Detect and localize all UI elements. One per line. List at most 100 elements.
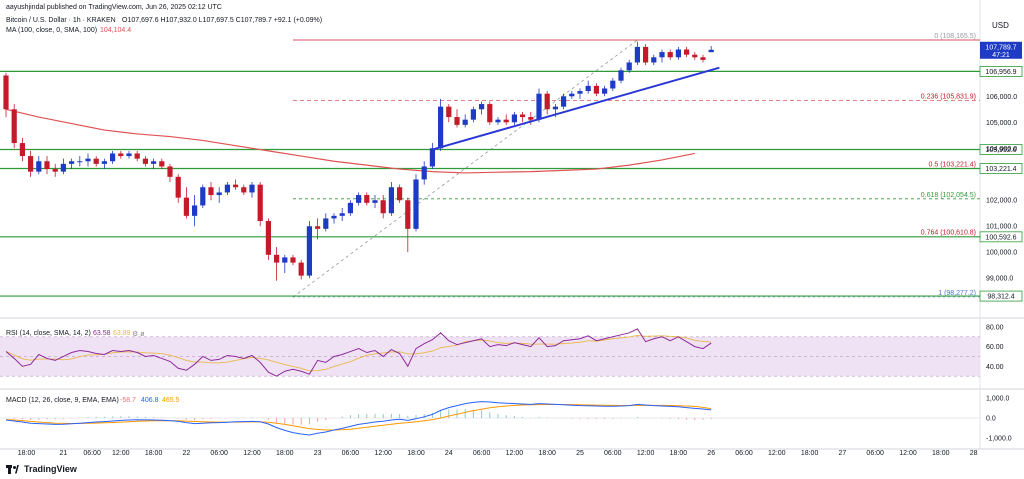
candle-body (438, 106, 444, 149)
candle-body (577, 91, 583, 94)
candle-body (372, 200, 378, 203)
rsi-label[interactable]: RSI (14, close, SMA, 14, 2) (6, 330, 91, 337)
candle-body (19, 143, 25, 157)
price-tick-label: 99,000.0 (986, 276, 1013, 283)
candle-body (413, 179, 419, 229)
candle-body (397, 187, 403, 201)
candle-body (339, 213, 345, 216)
candle-body (200, 187, 206, 206)
candle-body (585, 85, 591, 92)
publisher-text: aayushjindal published on TradingView.co… (6, 4, 222, 11)
candle-body (552, 106, 558, 110)
time-tick-label: 18:00 (670, 450, 688, 457)
candle-body (290, 257, 296, 263)
level-badge (979, 144, 1023, 155)
time-tick-label: 22 (183, 450, 191, 457)
price-tick-label: 102,000.0 (986, 198, 1017, 205)
symbol-title[interactable]: Bitcoin / U.S. Dollar · 1h · KRAKEN (6, 17, 116, 24)
candle-body (282, 257, 288, 263)
level-badge-label: 103,221.4 (985, 166, 1016, 173)
rsi-settings-icon[interactable]: ⚙ ø (132, 331, 145, 338)
candle-body (274, 254, 280, 263)
candle-body (347, 202, 353, 214)
price-tick-label: 104,000.0 (986, 146, 1017, 153)
tradingview-brand[interactable]: TradingView (6, 464, 77, 474)
candle-body (118, 153, 124, 157)
candle-body (151, 161, 157, 164)
price-tick-label: 101,000.0 (986, 224, 1017, 231)
time-tick-label: 12:00 (112, 450, 130, 457)
price-tick-label: 105,000.0 (986, 120, 1017, 127)
current-price-label: 107,789.7 (985, 44, 1016, 51)
ma-layer (5, 108, 695, 174)
macd-pane: 1,000.0 0.0 -1,000.0 (0, 396, 1012, 443)
candle-body (110, 153, 116, 162)
tradingview-wordmark: TradingView (24, 464, 77, 474)
tradingview-logo-icon (6, 464, 20, 474)
time-tick-label: 18:00 (801, 450, 819, 457)
time-tick-label: 18:00 (18, 450, 36, 457)
fib-level-label: 0.764 (100,610.8) (921, 229, 976, 236)
fib-layer: 0 (108,165.5) 0.236 (105,831.9) 0.5 (103,2… (292, 33, 980, 298)
macd-tick-label: 1,000.0 (986, 396, 1009, 403)
candle-body (101, 161, 107, 164)
candle-body (380, 200, 386, 214)
candle-body (257, 184, 263, 222)
time-tick-label: 26 (707, 450, 715, 457)
time-tick-label: 27 (839, 450, 847, 457)
candle-body (618, 70, 624, 81)
level-badge-label: 100,592.6 (985, 234, 1016, 241)
level-badge-label: 103,952.6 (985, 147, 1016, 154)
candle-body (503, 119, 509, 123)
candle-body (167, 166, 173, 177)
time-tick-label: 12:00 (506, 450, 524, 457)
rsi-ma-value: 63.89 (113, 330, 131, 337)
time-tick-label: 28 (970, 450, 978, 457)
time-tick-label: 12:00 (374, 450, 392, 457)
candle-body (192, 205, 198, 216)
candle-body (364, 195, 370, 203)
candle-body (69, 161, 75, 164)
candle-body (183, 197, 189, 216)
time-tick-label: 18:00 (407, 450, 425, 457)
price-tick-label: 106,000.0 (986, 94, 1017, 101)
candle-body (520, 114, 526, 118)
time-tick-label: 18:00 (932, 450, 950, 457)
candle-body (142, 158, 148, 164)
candle-body (216, 192, 222, 196)
fib-level-label: 0.5 (103,221.4) (929, 161, 976, 168)
ohlc-values: O107,697.6 H107,932.0 L107,697.5 C107,78… (122, 17, 323, 24)
candle-body (315, 226, 321, 229)
current-price-badge (980, 41, 1022, 59)
candle-body (241, 187, 247, 193)
fib-level-label: 0 (108,165.5) (934, 33, 976, 40)
time-tick-label: 18:00 (276, 450, 294, 457)
macd-label[interactable]: MACD (12, 26, close, 9, EMA, EMA) (6, 397, 119, 404)
candle-body (175, 176, 181, 198)
level-badge (979, 163, 1023, 174)
candle-body (421, 166, 427, 180)
candle-body (298, 262, 304, 276)
candle-body (159, 161, 165, 167)
time-tick-label: 12:00 (899, 450, 917, 457)
countdown-label: 47:21 (992, 52, 1010, 59)
candle-body (626, 62, 632, 71)
candle-body (651, 57, 657, 63)
rsi-value: 63.58 (93, 330, 111, 337)
ma-label[interactable]: MA (100, close, 0, SMA, 100) (6, 27, 98, 34)
candle-body (470, 109, 476, 120)
ma-100-line (5, 108, 695, 174)
time-tick-label: 06:00 (866, 450, 884, 457)
currency-label: USD (992, 21, 1009, 30)
fib-level-label: 0.236 (105,831.9) (921, 94, 976, 101)
price-tick-label: 100,000.0 (986, 250, 1017, 257)
rsi-tick-label: 80.00 (986, 324, 1004, 331)
candle-body (667, 52, 673, 58)
rsi-line (5, 328, 712, 377)
macd-line-value: 406.8 (141, 397, 159, 404)
macd-signal-line (5, 404, 712, 431)
time-tick-label: 24 (445, 450, 453, 457)
candle-body (28, 156, 34, 172)
fib-level-label: 1 (98,277.2) (938, 290, 976, 297)
